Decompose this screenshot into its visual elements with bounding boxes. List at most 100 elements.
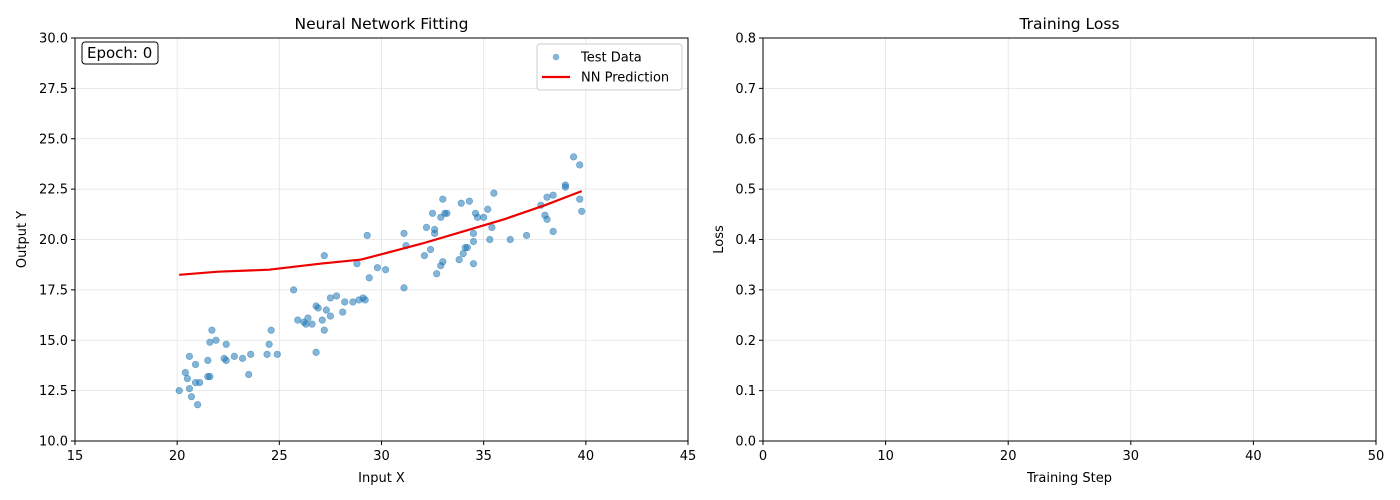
loss-x-tick-label: 50	[1368, 449, 1385, 464]
loss-grid	[762, 37, 1377, 442]
test-data-point	[365, 274, 373, 282]
fitting-grid	[74, 37, 689, 442]
test-data-point	[332, 292, 341, 300]
test-data-point	[320, 326, 328, 334]
test-data-point	[181, 368, 189, 377]
epoch-box	[81, 41, 159, 65]
epoch-text: Epoch: 0	[87, 44, 152, 62]
fitting-title: Neural Network Fitting	[295, 15, 469, 33]
loss-x-tick-label: 0	[759, 449, 767, 464]
test-data-point	[569, 153, 578, 161]
test-data-point	[308, 320, 316, 328]
test-data-point	[439, 195, 447, 203]
test-data-point	[290, 286, 298, 294]
test-data-point	[222, 356, 230, 365]
test-data-point	[506, 235, 514, 244]
test-data-point	[469, 237, 478, 246]
test-data-point	[185, 385, 194, 393]
test-data-point	[469, 260, 478, 268]
test-data-point	[183, 374, 191, 383]
test-data-point	[263, 350, 271, 358]
test-data-point	[488, 223, 496, 232]
test-data-point	[196, 378, 204, 387]
loss-y-tick-label: 0.6	[735, 132, 756, 147]
fitting-y-tick-label: 17.5	[39, 283, 68, 298]
test-data-point	[230, 352, 238, 360]
test-data-point	[204, 356, 212, 365]
test-data-point	[463, 243, 471, 252]
loss-y-label: Loss	[712, 225, 727, 254]
test-data-point	[373, 264, 382, 272]
test-data-point	[443, 209, 451, 217]
test-data-point	[428, 209, 437, 217]
fitting-x-tick-label: 40	[578, 449, 595, 464]
test-data-point	[353, 260, 361, 268]
epoch-annotation: Epoch: 0	[81, 41, 159, 65]
test-data-point	[543, 215, 551, 223]
legend-box	[536, 43, 683, 91]
test-data-point	[312, 348, 320, 356]
test-data-point	[400, 284, 408, 292]
test-data-point	[459, 250, 467, 258]
loss-y-tick-label: 0.4	[735, 233, 756, 248]
fitting-x-tick-label: 20	[169, 449, 186, 464]
fitting-x-label: Input X	[358, 471, 405, 486]
test-data-point	[486, 235, 494, 244]
fitting-y-tick-label: 20.0	[39, 233, 68, 248]
fitting-x-tick-label: 30	[373, 449, 390, 464]
test-data-point	[238, 354, 247, 362]
loss-x-tick-label: 40	[1245, 449, 1262, 464]
test-data-point	[267, 326, 275, 334]
test-data-point	[212, 336, 220, 344]
test-data-point	[314, 304, 322, 312]
fitting-y-tick-label: 27.5	[39, 82, 68, 97]
test-data-point	[426, 245, 435, 254]
legend-label-test-data: Test Data	[580, 51, 642, 66]
nn-prediction-line	[179, 190, 583, 276]
test-data-point	[222, 340, 230, 348]
test-data-point	[433, 270, 441, 278]
test-data-point	[465, 197, 473, 205]
test-data-point	[273, 350, 281, 358]
legend-label-nn-prediction: NN Prediction	[581, 71, 669, 86]
test-data-point	[247, 350, 255, 358]
test-data-point	[187, 393, 196, 401]
loss-x-ticks: 0 10 20 30 40 50	[759, 441, 1384, 464]
test-data-point	[522, 231, 531, 240]
fitting-y-label: Output Y	[15, 211, 30, 268]
test-data-point	[549, 191, 557, 199]
fitting-x-tick-label: 35	[475, 449, 492, 464]
test-data-point	[206, 338, 214, 346]
fitting-x-ticks: 15 20 25 30 35 40 45	[67, 441, 696, 464]
test-data-point	[320, 252, 328, 260]
test-data-point	[455, 256, 463, 264]
test-data-point	[361, 296, 369, 304]
fitting-x-tick-label: 15	[67, 449, 84, 464]
test-data-point	[490, 189, 498, 197]
test-data-point	[326, 294, 335, 302]
test-data-point	[245, 370, 253, 379]
loss-chart: 0 10 20 30 40 50 0.00.10.20.30.40.50.60.70.8 …	[712, 15, 1384, 486]
test-data-point	[381, 266, 390, 274]
fitting-marks	[175, 153, 586, 409]
test-data-point	[265, 340, 273, 348]
loss-y-tick-label: 0.3	[735, 283, 756, 298]
fitting-y-tick-label: 22.5	[39, 183, 68, 198]
test-data-point	[185, 352, 194, 360]
test-data-point	[322, 306, 330, 314]
loss-y-ticks: 0.0 0.1 0.2 0.3 0.4 0.5 0.6 0.7 0.8	[735, 32, 763, 450]
loss-y-tick-label: 0.7	[735, 82, 756, 97]
loss-title: Training Loss	[1018, 15, 1119, 33]
test-data-point	[294, 316, 302, 324]
test-data-point	[341, 298, 349, 306]
legend: Test Data NN Prediction	[536, 43, 683, 91]
fitting-y-tick-label: 12.5	[39, 384, 68, 399]
test-data-point	[363, 231, 371, 240]
loss-y-tick-label: 0.8	[735, 32, 756, 47]
test-data-point	[480, 213, 488, 221]
loss-x-label: Training Step	[1026, 471, 1112, 486]
test-data-point	[191, 360, 200, 369]
loss-y-tick-label: 0.1	[735, 384, 756, 399]
test-data-point	[349, 298, 357, 306]
loss-x-tick-label: 20	[1000, 449, 1017, 464]
